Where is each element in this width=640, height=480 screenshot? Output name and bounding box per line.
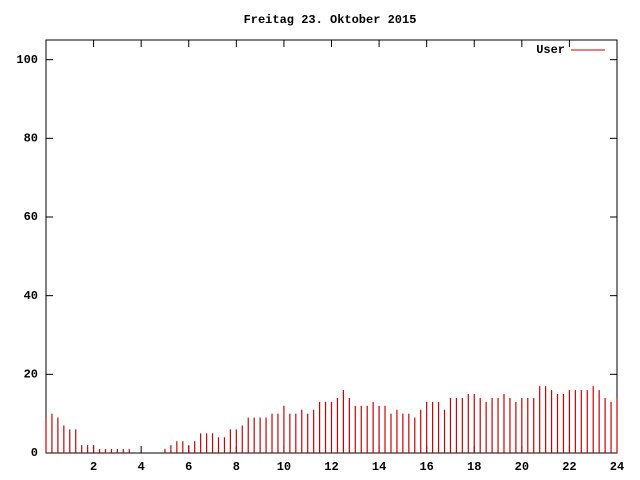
x-tick-label: 14 (372, 460, 386, 474)
chart-title: Freitag 23. Oktober 2015 (244, 13, 417, 27)
y-tick-label: 100 (16, 53, 38, 67)
x-tick-label: 20 (515, 460, 529, 474)
y-tick-label: 20 (24, 368, 38, 382)
x-tick-label: 22 (562, 460, 576, 474)
x-tick-label: 10 (277, 460, 291, 474)
y-tick-label: 0 (31, 446, 38, 460)
x-tick-label: 12 (324, 460, 338, 474)
x-tick-label: 24 (610, 460, 624, 474)
y-tick-label: 40 (24, 289, 38, 303)
plot-frame (45, 39, 618, 454)
y-tick-label: 60 (24, 210, 38, 224)
x-tick-label: 2 (90, 460, 97, 474)
x-tick-label: 18 (467, 460, 481, 474)
y-tick-label: 80 (24, 132, 38, 146)
x-tick-label: 16 (419, 460, 433, 474)
x-tick-label: 4 (138, 460, 145, 474)
x-tick-label: 6 (185, 460, 192, 474)
x-tick-label: 8 (233, 460, 240, 474)
legend-label: User (536, 43, 565, 57)
